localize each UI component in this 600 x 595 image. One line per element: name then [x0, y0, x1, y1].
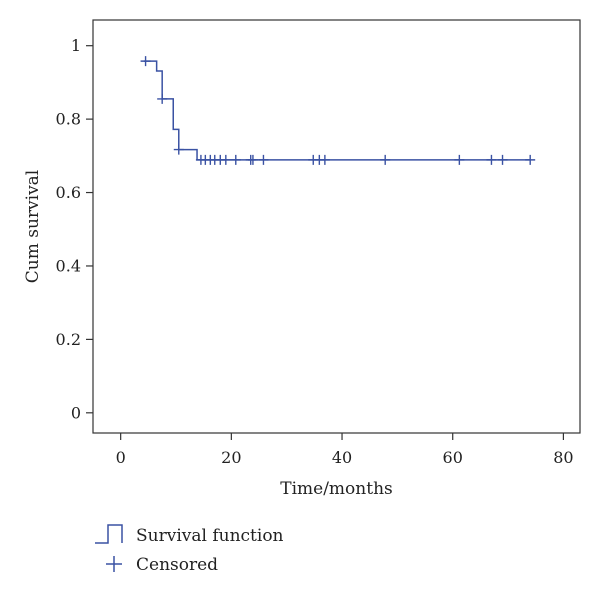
y-axis: 0 0.2 0.4 0.6 0.8 1 — [56, 36, 93, 422]
legend-item-censored: Censored — [106, 555, 218, 575]
legend-item-survival-function: Survival function — [95, 524, 284, 546]
legend-label-censored: Censored — [136, 555, 218, 575]
y-tick-label: 0.2 — [56, 330, 81, 349]
y-tick-label: 0.8 — [56, 110, 81, 129]
censored-marker — [230, 154, 241, 165]
censored-marker — [258, 154, 269, 165]
x-axis-label: Time/months — [280, 479, 393, 499]
legend-plus-symbol — [106, 556, 122, 572]
y-axis-label: Cum survival — [23, 170, 43, 284]
censored-marker — [486, 154, 497, 165]
y-tick-label: 0 — [71, 403, 81, 422]
plot-area-border — [92, 19, 581, 434]
legend-step-symbol — [95, 524, 123, 544]
legend: Survival function Censored — [95, 524, 284, 575]
y-tick-label: 0.6 — [56, 183, 81, 202]
x-tick-label: 20 — [221, 448, 241, 467]
x-axis: 0 20 40 60 80 — [116, 433, 574, 467]
censored-marker — [140, 56, 151, 67]
x-tick-label: 80 — [553, 448, 573, 467]
censored-marker — [157, 93, 168, 104]
censored-marker — [220, 154, 231, 165]
censored-marker — [454, 154, 465, 165]
x-tick-label: 40 — [332, 448, 352, 467]
plot-frame — [92, 19, 581, 434]
x-tick-label: 60 — [443, 448, 463, 467]
plot-series — [140, 56, 536, 165]
censored-marker — [525, 154, 536, 165]
censored-marker — [497, 154, 508, 165]
censored-marker — [380, 154, 391, 165]
y-tick-label: 1 — [71, 36, 81, 55]
censored-marker — [319, 154, 330, 165]
censored-marker — [173, 144, 184, 155]
survival-function-line — [143, 60, 531, 161]
censored-marker — [247, 154, 258, 165]
x-tick-label: 0 — [116, 448, 126, 467]
y-tick-label: 0.4 — [56, 256, 81, 275]
legend-label-survival-function: Survival function — [136, 526, 284, 546]
